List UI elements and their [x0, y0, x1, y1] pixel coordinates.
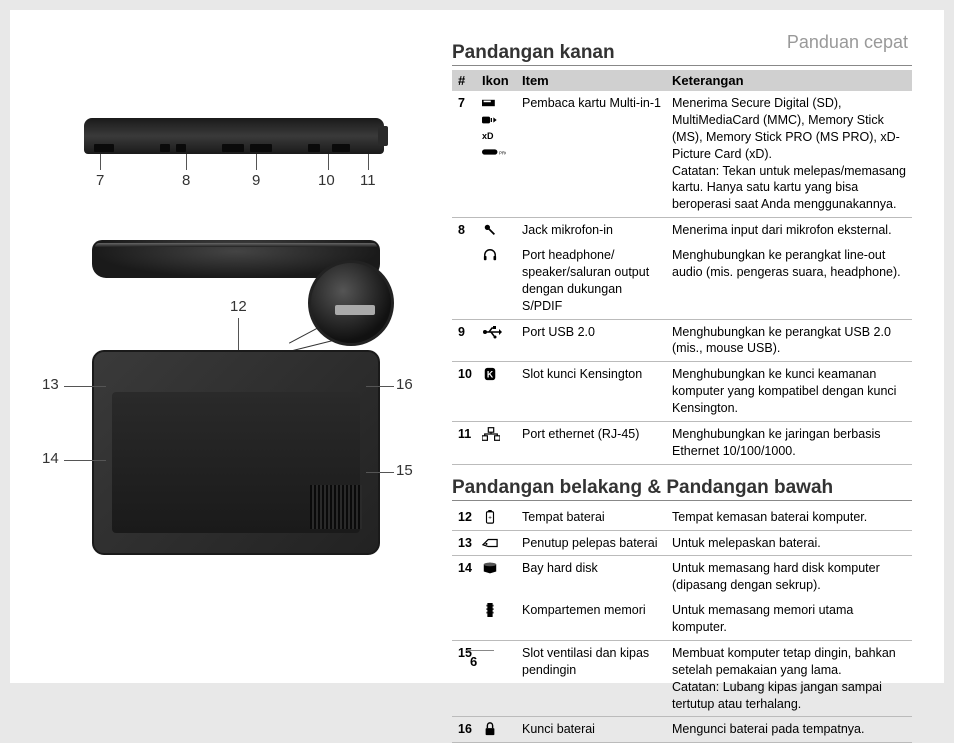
- side-view-diagram: 7 8 9 10 11: [34, 100, 424, 220]
- memory-icon: [482, 602, 522, 617]
- callout-10: 10: [318, 172, 335, 189]
- table-row: 10 K Slot kunci Kensington Menghubungkan…: [452, 362, 912, 422]
- usb-icon: [482, 324, 522, 339]
- callout-8: 8: [182, 172, 190, 189]
- table-row: 11 Port ethernet (RJ-45) Menghubungkan k…: [452, 422, 912, 465]
- section2-title: Pandangan belakang & Pandangan bawah: [452, 477, 912, 501]
- callout-11: 11: [360, 172, 376, 189]
- bottom-view-diagram: 12 13 14 16 15: [34, 240, 424, 620]
- right-text-column: Pandangan kanan # Ikon Item Keterangan 7…: [452, 30, 912, 663]
- svg-text:K: K: [487, 370, 494, 380]
- callout-15: 15: [396, 462, 413, 479]
- left-diagram-column: 7 8 9 10 11 12 13: [34, 30, 424, 663]
- callout-13: 13: [42, 376, 59, 393]
- kensington-icon: K: [482, 366, 522, 381]
- table1-header: # Ikon Item Keterangan: [452, 70, 912, 91]
- lock-icon: [482, 721, 522, 736]
- page: Panduan cepat: [10, 10, 944, 683]
- headphone-icon: [482, 247, 522, 262]
- table-row: Port headphone/ speaker/saluran output d…: [452, 243, 912, 320]
- table-row: 9 Port USB 2.0 Menghubungkan ke perangka…: [452, 320, 912, 363]
- zoom-inset: [274, 260, 394, 340]
- table-row: 16 Kunci baterai Mengunci baterai pada t…: [452, 717, 912, 743]
- svg-text:+: +: [488, 514, 492, 521]
- table-row: 15 Slot ventilasi dan kipas pendingin Me…: [452, 641, 912, 718]
- battery-icon: +: [482, 509, 522, 524]
- th-num: #: [458, 73, 482, 88]
- microphone-icon: [482, 222, 522, 237]
- content-columns: 7 8 9 10 11 12 13: [34, 30, 912, 663]
- table-row: 8 Jack mikrofon-in Menerima input dari m…: [452, 218, 912, 243]
- callout-12: 12: [230, 298, 247, 315]
- th-ikon: Ikon: [482, 73, 522, 88]
- release-icon: [482, 535, 522, 550]
- header-subtitle: Panduan cepat: [787, 32, 908, 53]
- laptop-bottom-illustration: [92, 350, 380, 555]
- callout-14: 14: [42, 450, 59, 467]
- hdd-icon: [482, 560, 522, 575]
- laptop-side-illustration: [84, 118, 384, 154]
- callout-16: 16: [396, 376, 413, 393]
- ethernet-icon: [482, 426, 522, 441]
- table-row: 13 Penutup pelepas baterai Untuk melepas…: [452, 531, 912, 557]
- th-item: Item: [522, 73, 672, 88]
- table-row: 12 + Tempat baterai Tempat kemasan bater…: [452, 505, 912, 531]
- th-ket: Keterangan: [672, 73, 906, 88]
- svg-text:PRO: PRO: [499, 151, 506, 156]
- table-row: 7 xD PRO Pembaca kartu Multi-in-1 Meneri…: [452, 91, 912, 218]
- multicard-icon: xD PRO: [482, 95, 522, 159]
- callout-7: 7: [96, 172, 104, 189]
- callout-9: 9: [252, 172, 260, 189]
- page-number: 6: [470, 654, 477, 669]
- table-row: 14 Bay hard disk Untuk memasang hard dis…: [452, 556, 912, 598]
- table-row: Kompartemen memori Untuk memasang memori…: [452, 598, 912, 641]
